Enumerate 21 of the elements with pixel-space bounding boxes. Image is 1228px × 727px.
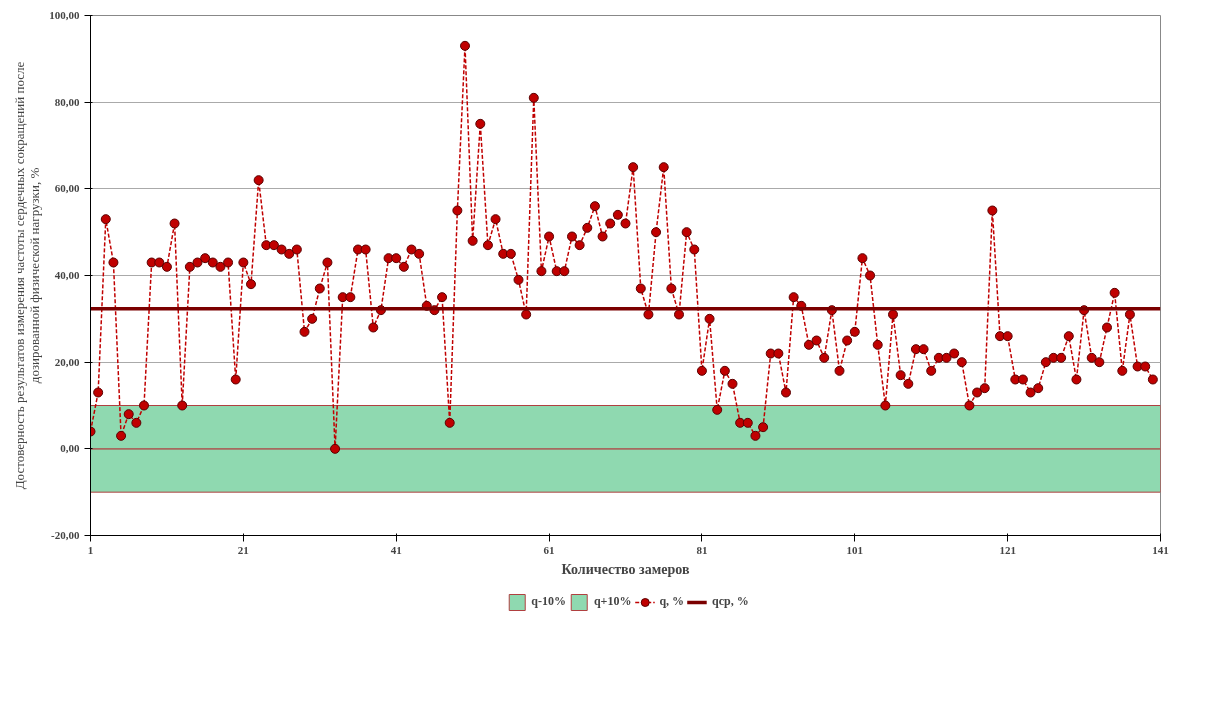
x-tick-label: 21 [237, 543, 249, 556]
x-tick-label: 81 [696, 543, 708, 556]
y-tick-label: 60,00 [54, 182, 80, 195]
y-tick-label: 20,00 [54, 355, 80, 368]
y-tick-label: -20,00 [51, 529, 80, 541]
y-tick-label: 40,00 [54, 269, 80, 281]
legend-label: q+10% [593, 594, 632, 609]
x-tick-label: 141 [1152, 543, 1169, 556]
legend-label: qср, % [712, 594, 749, 609]
x-axis-title: Количество замеров [561, 561, 690, 577]
x-tick-label: 1 [87, 543, 94, 556]
legend-label: q, % [659, 594, 685, 609]
x-tick-label: 41 [390, 543, 402, 556]
x-tick-label: 61 [543, 543, 555, 556]
y-tick-label: 0,00 [60, 442, 80, 455]
y-axis-title: Достоверность результатов измерения частоты сердечных сокращений после дозированной физической нагрузки, % [11, 61, 42, 490]
x-tick-label: 101 [846, 543, 864, 556]
y-tick-label: 100,00 [49, 9, 80, 21]
legend-label: q-10% [531, 594, 566, 609]
x-tick-label: 121 [999, 543, 1016, 556]
y-tick-label: 80,00 [54, 95, 80, 108]
